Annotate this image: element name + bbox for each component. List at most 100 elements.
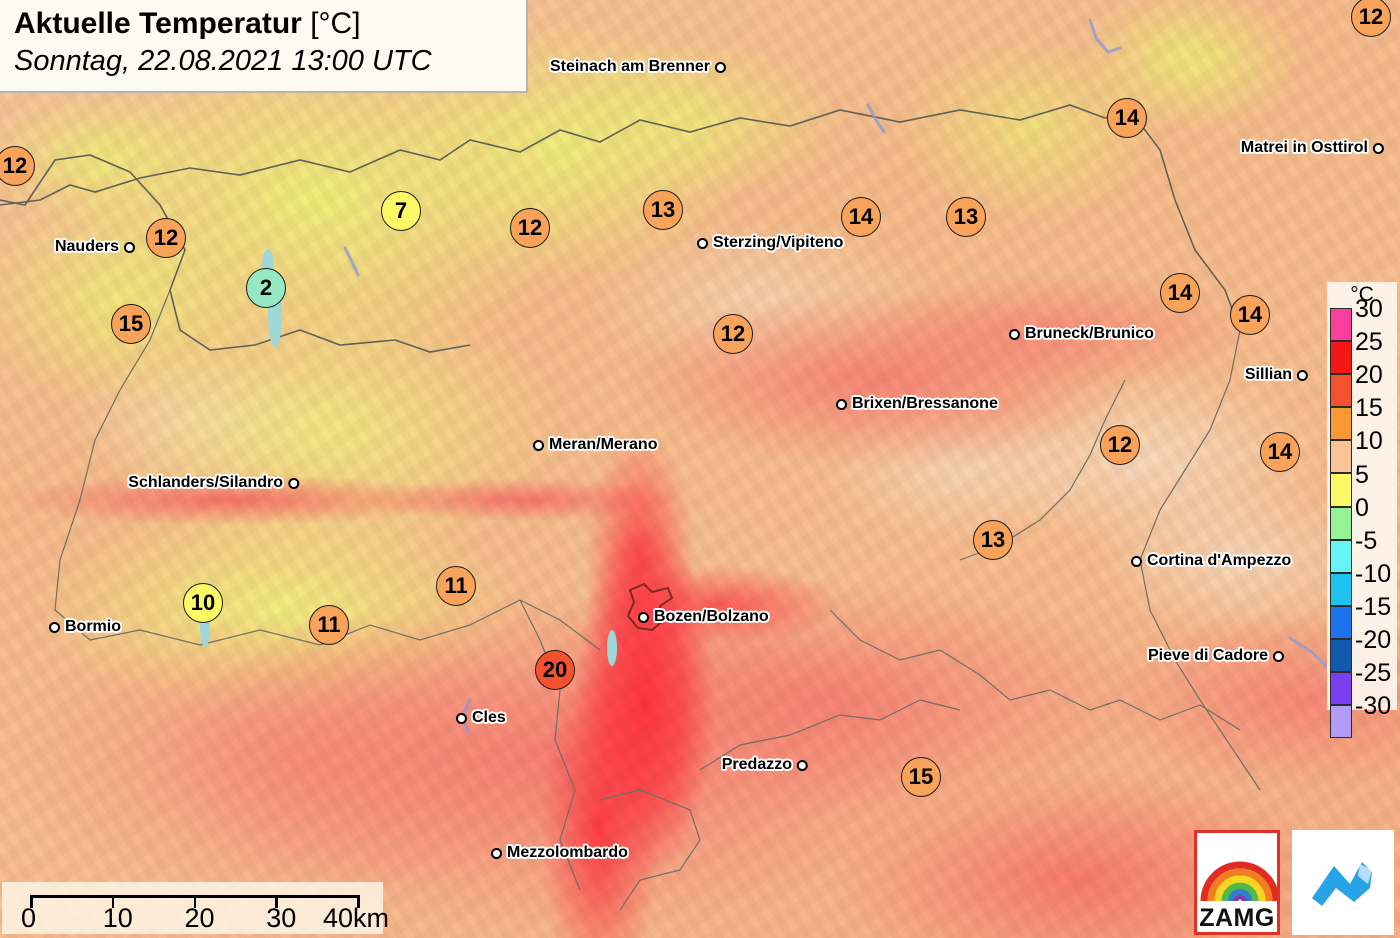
city-name-text: Sillian <box>1244 366 1292 383</box>
scale-tick-label: 10 <box>102 903 133 933</box>
legend-color-swatch <box>1330 407 1352 441</box>
legend-value-label: 15 <box>1355 394 1383 423</box>
city-point-icon <box>697 237 708 249</box>
city-point-icon <box>288 477 299 489</box>
station-marker[interactable]: 2 <box>246 268 286 308</box>
national-border <box>0 104 1241 331</box>
scale-ticks <box>30 895 360 909</box>
regional-border-west <box>0 154 471 353</box>
legend-value-label: 20 <box>1355 361 1383 390</box>
city-point-icon <box>715 61 726 73</box>
station-marker[interactable]: 12 <box>1351 0 1391 37</box>
legend-color-swatch <box>1330 473 1352 507</box>
station-marker[interactable]: 11 <box>309 605 349 645</box>
scale-tick <box>275 895 278 908</box>
legend-color-swatch <box>1330 672 1352 706</box>
river-piave <box>1288 636 1332 672</box>
scale-tick <box>193 895 196 908</box>
scale-tick <box>30 895 33 908</box>
legend-value-label: -25 <box>1355 659 1392 688</box>
legend-value-label: -10 <box>1355 559 1392 588</box>
city-name-text: Meran/Merano <box>549 436 658 453</box>
province-border-fiemme <box>699 699 961 771</box>
legend-color-swatch <box>1330 638 1352 673</box>
station-marker[interactable]: 14 <box>1160 273 1200 313</box>
city-name-text: Cortina d'Ampezzo <box>1147 552 1292 569</box>
city-label: Cortina d'Ampezzo <box>1131 552 1291 570</box>
city-label: Sillian <box>1245 366 1308 384</box>
temperature-legend: °C 30 25 20 15 10 5 0 -5 -10 -15 -20 -25 -30 <box>1327 282 1397 739</box>
legend-value-label: 0 <box>1355 493 1369 522</box>
station-marker[interactable]: 14 <box>1107 98 1147 138</box>
title-unit-text: [°C] <box>310 7 361 40</box>
legend-value-label: 30 <box>1355 295 1383 324</box>
legend-color-swatch <box>1330 705 1352 739</box>
scale-tick-label: 20 <box>184 903 215 933</box>
city-point-icon <box>1373 142 1384 154</box>
station-marker[interactable]: 13 <box>973 520 1013 560</box>
legend-color-swatch <box>1330 506 1352 540</box>
station-marker[interactable]: 14 <box>841 197 881 237</box>
city-point-icon <box>638 611 649 623</box>
zamg-wordmark: ZAMG <box>1199 904 1275 932</box>
station-marker[interactable]: 13 <box>643 190 683 230</box>
station-marker[interactable]: 15 <box>111 304 151 344</box>
legend-entry: -5 <box>1330 528 1394 573</box>
city-label: Nauders <box>55 238 135 256</box>
province-border-southeast <box>829 609 1241 731</box>
station-marker[interactable]: 14 <box>1230 295 1270 335</box>
station-marker[interactable]: 12 <box>146 218 186 258</box>
legend-entry: -10 <box>1330 561 1394 606</box>
legend-value-label: -5 <box>1355 526 1378 555</box>
partner-logo <box>1292 830 1394 935</box>
legend-entry: 30 <box>1330 297 1394 342</box>
rainbow-icon <box>1200 861 1277 902</box>
station-marker[interactable]: 10 <box>183 583 223 623</box>
scale-tick-label: 40km <box>323 903 390 933</box>
station-marker[interactable]: 12 <box>713 314 753 354</box>
city-point-icon <box>1131 555 1142 567</box>
city-name-text: Bozen/Bolzano <box>654 608 769 625</box>
legend-color-swatch <box>1330 572 1352 606</box>
station-marker[interactable]: 13 <box>946 197 986 237</box>
legend-entry: -25 <box>1330 661 1394 706</box>
city-name-text: Bormio <box>65 618 121 635</box>
legend-value-label: 25 <box>1355 328 1383 357</box>
city-label: Schlanders/Silandro <box>128 474 299 492</box>
city-label: Predazzo <box>722 756 808 774</box>
city-name-text: Bruneck/Brunico <box>1025 325 1154 342</box>
station-marker[interactable]: 12 <box>1100 425 1140 465</box>
page-title: Aktuelle Temperatur [°C] <box>14 5 516 42</box>
legend-value-label: -15 <box>1355 592 1392 621</box>
city-name-text: Schlanders/Silandro <box>128 474 283 491</box>
station-marker[interactable]: 11 <box>436 566 476 606</box>
station-marker[interactable]: 14 <box>1260 432 1300 472</box>
legend-value-label: 10 <box>1355 427 1383 456</box>
station-marker[interactable]: 15 <box>901 757 941 797</box>
station-marker[interactable]: 7 <box>381 191 421 231</box>
legend-entry: 5 <box>1330 462 1394 507</box>
city-name-text: Steinach am Brenner <box>549 58 710 75</box>
scale-tick <box>111 895 115 908</box>
scale-tick <box>357 895 360 908</box>
city-name-text: Predazzo <box>721 756 792 773</box>
legend-entry: -20 <box>1330 627 1394 673</box>
station-marker[interactable]: 12 <box>0 146 35 186</box>
city-point-icon <box>491 847 502 859</box>
scale-labels: 0 10 20 30 40km <box>2 903 389 934</box>
legend-color-swatch <box>1330 341 1352 375</box>
city-label: Bozen/Bolzano <box>638 608 769 626</box>
legend-entry: -15 <box>1330 594 1394 639</box>
legend-entry: 10 <box>1330 429 1394 474</box>
legend-value-label: -20 <box>1355 625 1392 654</box>
city-label: Cles <box>456 709 506 727</box>
title-main-text: Aktuelle Temperatur <box>14 7 302 40</box>
legend-entry: 0 <box>1330 495 1394 540</box>
city-label: Pieve di Cadore <box>1148 647 1284 665</box>
legend-color-swatch <box>1330 308 1352 342</box>
station-marker[interactable]: 20 <box>535 650 575 690</box>
station-marker[interactable]: 12 <box>510 208 550 248</box>
city-point-icon <box>533 439 544 451</box>
